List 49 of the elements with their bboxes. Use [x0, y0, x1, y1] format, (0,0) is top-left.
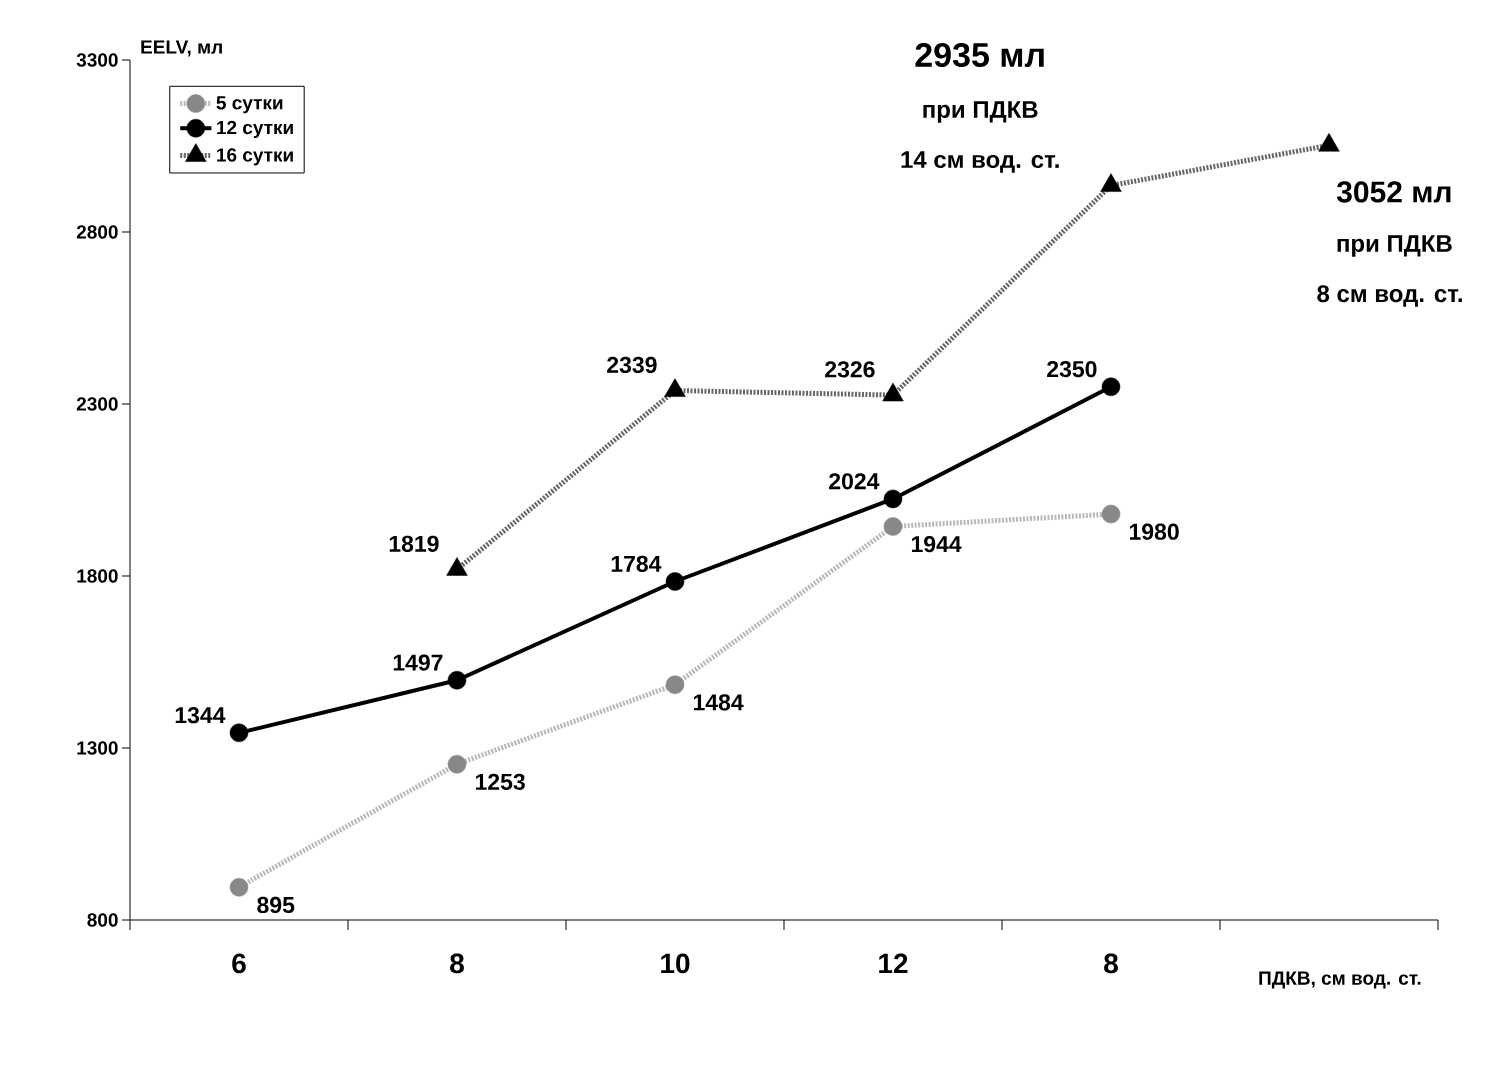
- legend-label: 16 сутки: [217, 148, 293, 166]
- point: [1101, 377, 1121, 397]
- data-label: 895: [257, 896, 295, 914]
- legend-label: 5 сутки: [216, 96, 283, 114]
- y-tick-label: 1300: [77, 741, 118, 755]
- x-tick-label: 8: [1104, 953, 1118, 974]
- x-tick-label: 12: [879, 953, 908, 974]
- x-tick-label: 6: [232, 953, 246, 974]
- y-tick-label: 1800: [77, 569, 118, 583]
- annotation: 14 см вод. ст.: [901, 151, 1059, 173]
- point: [229, 723, 249, 743]
- legend-label: 12 сутки: [217, 120, 293, 139]
- data-label: 1344: [175, 707, 226, 724]
- data-label: 1944: [911, 535, 962, 553]
- x-tick-label: 10: [661, 953, 690, 974]
- data-label: 1253: [475, 773, 525, 791]
- data-label: 1484: [693, 694, 744, 711]
- annotation: 2935 мл: [915, 42, 1044, 68]
- point: [1318, 133, 1340, 152]
- annotation: при ПДКВ: [923, 101, 1038, 123]
- y-tick-label: 2300: [76, 397, 118, 411]
- data-label: 1980: [1129, 523, 1179, 540]
- y-tick-label: 3300: [76, 53, 118, 67]
- data-label: 2339: [607, 356, 657, 374]
- data-label: 1819: [389, 535, 439, 552]
- point: [447, 670, 467, 690]
- data-label: 2326: [825, 361, 875, 378]
- point: [883, 489, 903, 509]
- data-label: 2024: [829, 473, 880, 490]
- annotation: 3052 мл: [1336, 181, 1451, 203]
- point: [1100, 173, 1122, 192]
- data-label: 1497: [393, 654, 443, 671]
- y-tick-label: 2800: [76, 225, 118, 239]
- annotation: 8 см вод. ст.: [1317, 285, 1462, 307]
- point: [883, 517, 903, 536]
- data-label: 2350: [1047, 360, 1097, 378]
- annotation: при ПДКВ: [1337, 235, 1452, 257]
- point: [1101, 504, 1121, 524]
- point: [447, 754, 467, 774]
- y-axis-title: EELV, мл: [141, 40, 222, 57]
- y-tick-label: 800: [87, 913, 118, 927]
- point: [882, 382, 904, 402]
- x-axis-title: ПДКВ, см вод. ст.: [1259, 971, 1421, 989]
- x-tick-label: 8: [450, 953, 464, 974]
- point: [664, 378, 686, 397]
- point: [665, 675, 685, 694]
- point: [229, 878, 249, 897]
- point: [665, 572, 685, 591]
- data-label: 1784: [611, 555, 662, 572]
